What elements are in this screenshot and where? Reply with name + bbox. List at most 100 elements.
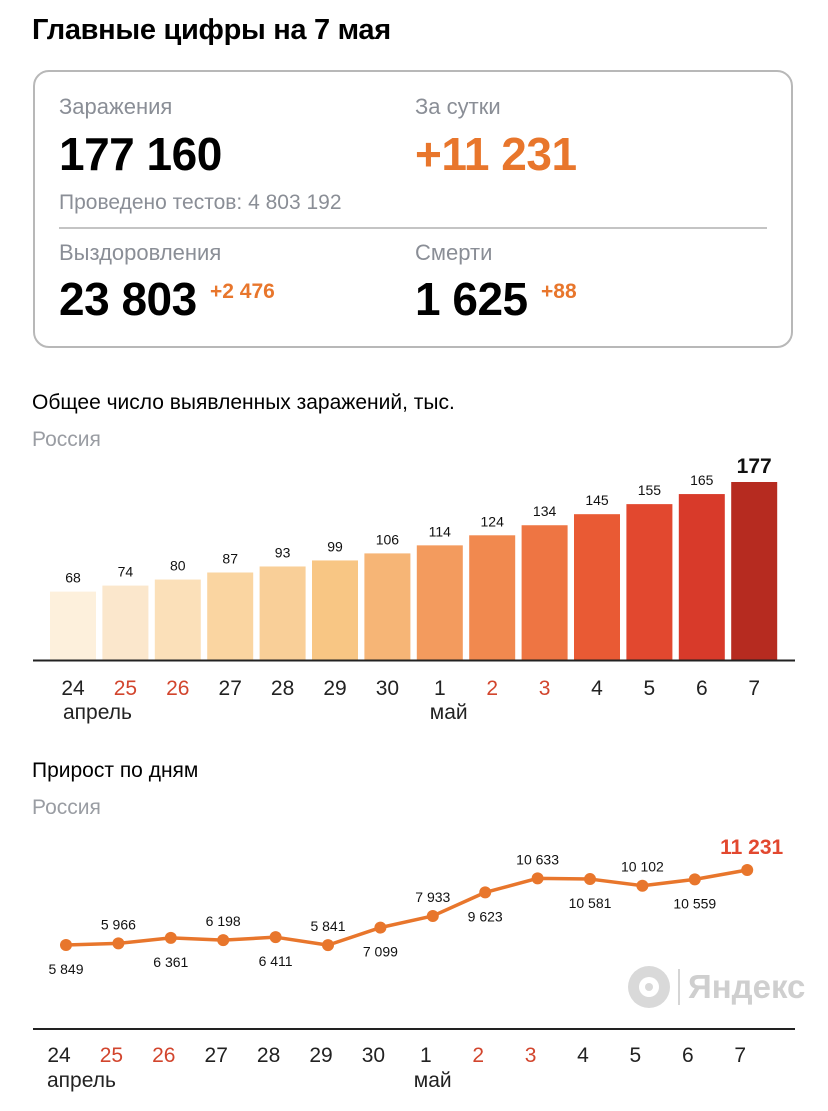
bar (102, 585, 149, 660)
x-tick-label: 30 (376, 677, 399, 700)
data-point (479, 886, 492, 899)
bar-value-label: 155 (638, 482, 662, 498)
daily-value: +11 231 (415, 128, 577, 180)
x-tick-label: 1 (434, 677, 446, 700)
bar (626, 504, 673, 660)
data-point (584, 873, 596, 886)
bar (154, 579, 201, 660)
point-value-label: 10 581 (569, 895, 612, 911)
data-point (269, 931, 282, 944)
month-label: май (414, 1069, 452, 1092)
month-label: май (430, 701, 468, 724)
x-tick-label: 30 (362, 1044, 385, 1067)
point-value-label: 5 849 (48, 961, 83, 977)
x-tick-label: 1 (420, 1044, 432, 1067)
bar (364, 553, 411, 660)
data-point (322, 939, 334, 952)
x-tick-label: 5 (630, 1044, 642, 1067)
bar (259, 566, 306, 660)
x-tick-label: 27 (205, 1044, 228, 1067)
point-value-label: 6 361 (153, 954, 188, 970)
bar-value-label: 114 (429, 523, 452, 539)
bar-value-label: 165 (690, 472, 714, 488)
point-value-label: 10 559 (673, 895, 716, 911)
x-tick-label: 25 (114, 677, 137, 700)
bar (416, 545, 463, 660)
data-point (112, 937, 125, 950)
data-point (426, 909, 439, 922)
x-tick-label: 28 (271, 677, 294, 700)
bar (50, 591, 96, 660)
bar (574, 514, 620, 660)
bar-chart-subtitle: Россия (32, 428, 101, 451)
data-point (636, 879, 649, 892)
summary-card: Заражения 177 160 За сутки +11 231 Прове… (33, 70, 793, 348)
bar-value-label: 134 (533, 503, 557, 519)
data-point (217, 934, 230, 947)
data-point (688, 873, 701, 886)
tests-text: Проведено тестов: 4 803 192 (59, 191, 342, 214)
x-tick-label: 6 (682, 1044, 694, 1067)
point-value-label: 11 231 (720, 836, 783, 859)
data-point (60, 939, 72, 951)
line-chart-subtitle: Россия (32, 796, 101, 819)
yandex-logo-icon (628, 966, 670, 1008)
data-point (374, 921, 387, 934)
infections-label: Заражения (59, 94, 173, 119)
x-tick-label: 4 (591, 677, 603, 700)
point-value-label: 9 623 (468, 908, 503, 924)
recoveries-label: Выздоровления (59, 240, 222, 265)
line-chart-title: Прирост по дням (32, 759, 199, 782)
data-point (741, 864, 754, 876)
series-line (65, 868, 748, 947)
deaths-delta: +88 (541, 280, 577, 303)
month-label: апрель (63, 701, 132, 724)
x-tick-label: 29 (309, 1044, 332, 1067)
point-value-label: 6 198 (206, 913, 241, 929)
bar (678, 494, 725, 660)
x-tick-label: 3 (525, 1044, 537, 1067)
bar-value-label: 74 (118, 564, 134, 580)
x-tick-label: 28 (257, 1044, 280, 1067)
x-tick-label: 25 (100, 1044, 123, 1067)
line-chart: 5 849 5 966 6 361 6 198 6 411 5 841 7 099 7 933… (33, 836, 795, 1092)
bar-chart-title: Общее число выявленных заражений, тыс. (32, 391, 455, 414)
infections-value: 177 160 (59, 128, 222, 180)
daily-label: За сутки (415, 94, 501, 119)
recoveries-value: 23 803 (59, 273, 197, 325)
bar-value-label: 99 (327, 538, 343, 554)
point-value-label: 5 966 (101, 916, 136, 932)
bar (521, 525, 568, 660)
watermark-divider (678, 969, 680, 1005)
x-tick-label: 2 (472, 1044, 484, 1067)
point-value-label: 7 933 (415, 889, 450, 905)
card-divider (59, 227, 767, 229)
bar-value-label: 68 (65, 570, 81, 586)
bar (207, 572, 254, 660)
data-point (531, 872, 544, 885)
bar-value-label: 106 (376, 531, 400, 547)
x-tick-label: 24 (61, 677, 85, 700)
point-value-label: 5 841 (310, 918, 345, 934)
x-tick-label: 26 (152, 1044, 175, 1067)
bar-value-label: 177 (737, 455, 772, 478)
x-tick-label: 7 (748, 677, 760, 700)
deaths-label: Смерти (415, 240, 493, 265)
x-tick-label: 5 (644, 677, 656, 700)
x-tick-label: 7 (734, 1044, 746, 1067)
data-point (164, 931, 177, 944)
point-value-label: 6 411 (259, 953, 293, 969)
bar-value-label: 124 (481, 513, 505, 529)
point-value-label: 10 633 (516, 851, 559, 867)
bar (731, 482, 778, 660)
yandex-watermark: Яндекс (628, 966, 805, 1008)
bar-value-label: 80 (170, 558, 186, 574)
point-value-label: 7 099 (363, 944, 398, 960)
x-tick-label: 6 (696, 677, 708, 700)
deaths-value: 1 625 (415, 273, 528, 325)
page-title: Главные цифры на 7 мая (32, 14, 391, 46)
bar (469, 535, 516, 660)
point-value-label: 10 102 (621, 859, 664, 875)
x-tick-label: 3 (539, 677, 551, 700)
